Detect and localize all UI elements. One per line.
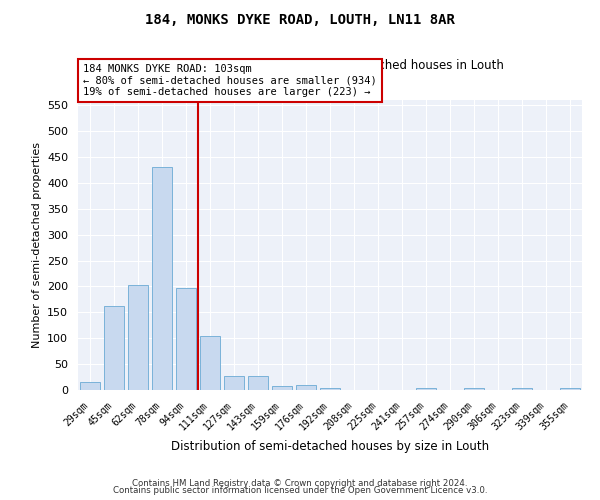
Bar — [272, 386, 292, 390]
Bar — [128, 285, 148, 390]
Text: Contains public sector information licensed under the Open Government Licence v3: Contains public sector information licen… — [113, 486, 487, 495]
Bar — [320, 388, 340, 390]
Text: 184 MONKS DYKE ROAD: 103sqm
← 80% of semi-detached houses are smaller (934)
19% : 184 MONKS DYKE ROAD: 103sqm ← 80% of sem… — [83, 64, 377, 97]
Bar — [176, 288, 196, 390]
Bar — [224, 376, 244, 390]
Title: Size of property relative to semi-detached houses in Louth: Size of property relative to semi-detach… — [157, 60, 503, 72]
X-axis label: Distribution of semi-detached houses by size in Louth: Distribution of semi-detached houses by … — [171, 440, 489, 453]
Bar — [560, 388, 580, 390]
Bar — [416, 388, 436, 390]
Bar — [296, 385, 316, 390]
Bar — [248, 376, 268, 390]
Text: Contains HM Land Registry data © Crown copyright and database right 2024.: Contains HM Land Registry data © Crown c… — [132, 478, 468, 488]
Bar — [152, 168, 172, 390]
Y-axis label: Number of semi-detached properties: Number of semi-detached properties — [32, 142, 41, 348]
Bar — [104, 306, 124, 390]
Bar — [200, 336, 220, 390]
Bar — [80, 382, 100, 390]
Bar — [512, 388, 532, 390]
Text: 184, MONKS DYKE ROAD, LOUTH, LN11 8AR: 184, MONKS DYKE ROAD, LOUTH, LN11 8AR — [145, 12, 455, 26]
Bar — [464, 388, 484, 390]
